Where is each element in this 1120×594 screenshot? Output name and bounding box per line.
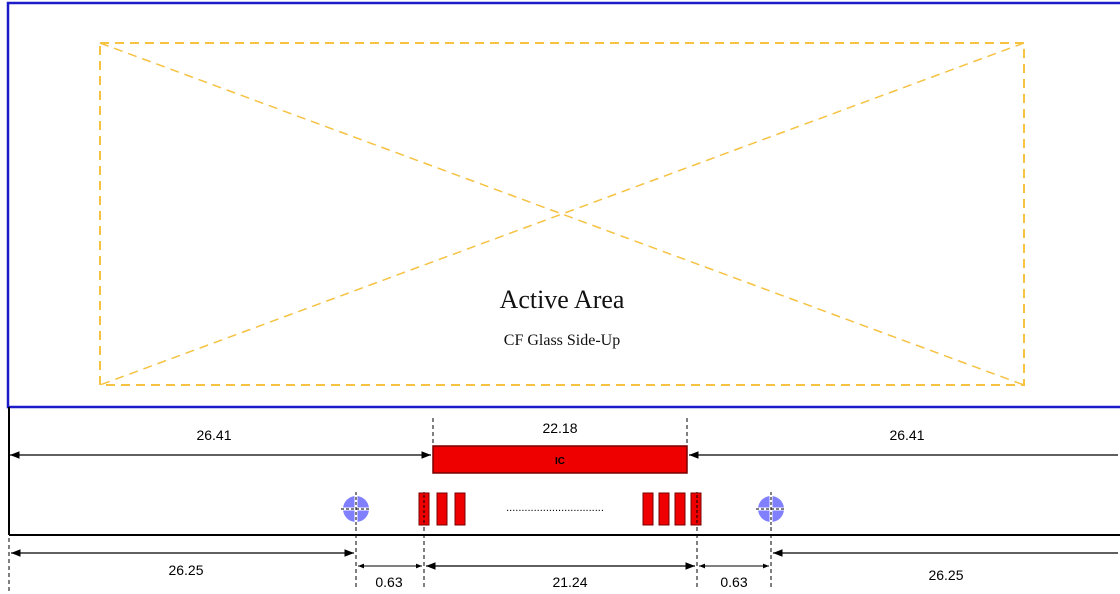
active-area-outline — [99, 42, 1025, 386]
pad-left-3 — [454, 492, 466, 526]
dim-label-bottom-right: 26.25 — [928, 567, 963, 583]
dim-label-bottom-gap-left: 0.63 — [375, 574, 402, 590]
alignment-mark-right-icon — [756, 492, 786, 526]
dim-label-bottom-center: 21.24 — [552, 574, 587, 590]
dim-label-bottom-left: 26.25 — [168, 562, 203, 578]
pad-right-1 — [642, 492, 654, 526]
pad-right-3 — [674, 492, 686, 526]
pad-right-2 — [658, 492, 670, 526]
active-area-subtitle: CF Glass Side-Up — [504, 332, 620, 349]
pad-left-1 — [418, 492, 430, 526]
pad-left-2 — [436, 492, 448, 526]
pad-right-4 — [690, 492, 702, 526]
ic-chip — [432, 445, 688, 474]
dim-label-bottom-gap-right: 0.63 — [720, 574, 747, 590]
alignment-mark-left-icon — [341, 492, 371, 526]
dim-label-top-center: 22.18 — [542, 420, 577, 436]
ic-label: IC — [555, 456, 565, 467]
dim-label-top-left: 26.41 — [196, 427, 231, 443]
panel-outline — [6, 1, 1120, 409]
active-area-title: Active Area — [500, 285, 625, 314]
dim-label-top-right: 26.41 — [889, 427, 924, 443]
pad-ellipsis: ................................ — [506, 502, 604, 514]
